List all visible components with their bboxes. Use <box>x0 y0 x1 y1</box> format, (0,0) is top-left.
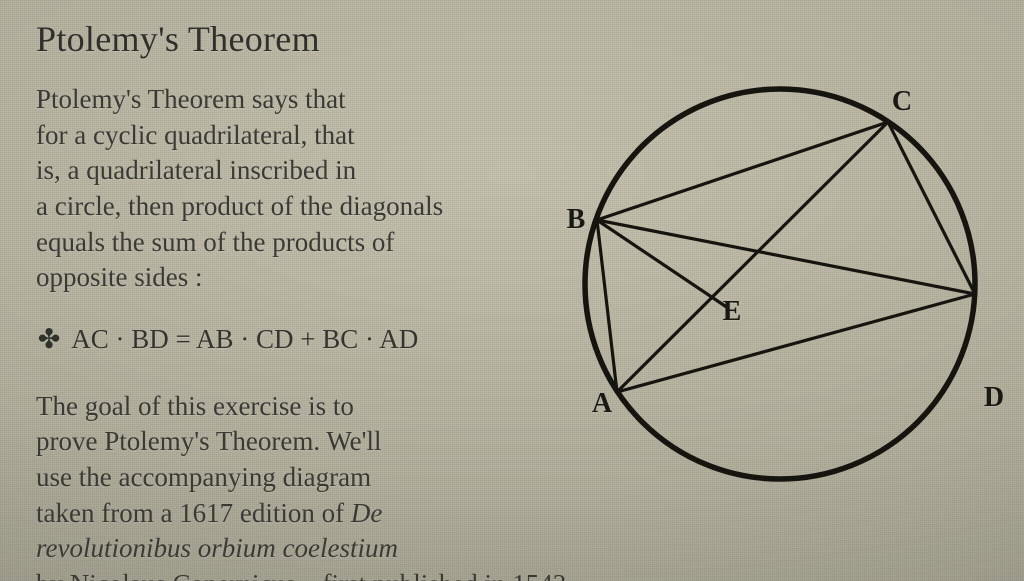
goal-text-span: use the accompanying diagram <box>36 462 371 492</box>
formula-text: AC · BD = AB · CD + BC · AD <box>71 324 418 354</box>
intro-line: opposite sides : <box>36 262 203 292</box>
diagram-point-label: B <box>567 204 586 235</box>
document-page: Ptolemy's Theorem Ptolemy's Theorem says… <box>0 0 1024 581</box>
diagram-edge <box>597 122 888 220</box>
intro-line: equals the sum of the products of <box>36 227 394 257</box>
diagram-edge <box>617 122 888 392</box>
goal-text-span: prove Ptolemy's Theorem. We'll <box>36 426 382 456</box>
goal-text-span: De <box>351 498 382 528</box>
intro-line: for a cyclic quadrilateral, that <box>36 120 355 150</box>
intro-line: a circle, then product of the diagonals <box>36 191 443 221</box>
diagram-edge <box>597 220 617 392</box>
intro-line: Ptolemy's Theorem says that <box>36 84 346 114</box>
cyclic-quadrilateral-diagram: A B C D E <box>510 44 1012 492</box>
diagram-point-label: E <box>723 296 742 327</box>
intro-line: is, a quadrilateral inscribed in <box>36 155 356 185</box>
goal-text-span: revolutionibus orbium coelestium <box>36 533 398 563</box>
diagram-point-label: D <box>984 382 1004 413</box>
diagram-point-label: C <box>892 86 912 117</box>
goal-text-span: by Nicolaus Copernicus – first published… <box>36 569 573 581</box>
goal-text-span: taken from a 1617 edition of <box>36 498 351 528</box>
diagram-point-label: A <box>592 388 613 419</box>
intro-paragraph: Ptolemy's Theorem says that for a cyclic … <box>36 82 536 296</box>
diagram-edge <box>617 294 975 392</box>
goal-text-span: The goal of this exercise is to <box>36 391 354 421</box>
bullet-icon: ✤ <box>36 324 62 355</box>
diagram-svg: A B C D E <box>510 44 1012 492</box>
